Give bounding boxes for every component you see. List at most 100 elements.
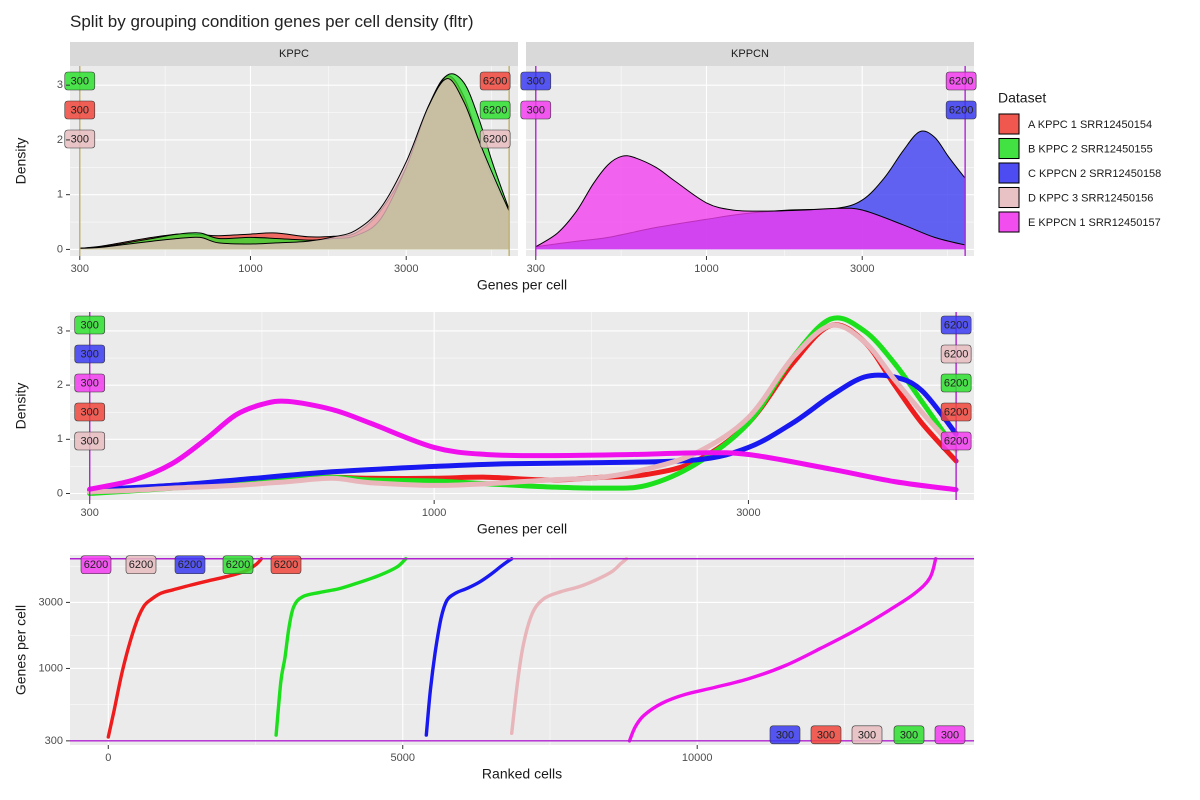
facet-kppcn-xtick-label-1000: 1000 bbox=[694, 263, 718, 275]
facet-kppc-badge-b-300-text: 300 bbox=[71, 75, 89, 87]
row2-badge-b-300-text: 300 bbox=[81, 319, 99, 331]
row2-x-axis-label: Genes per cell bbox=[477, 521, 567, 537]
row3-badge-e-6200-box bbox=[80, 555, 112, 575]
row3-ytick-label-1000: 1000 bbox=[39, 662, 63, 674]
facet-kppc-xtick-label-3000: 3000 bbox=[394, 263, 418, 275]
row3-badge-c-300-text: 300 bbox=[776, 729, 794, 741]
row3-badge-d-6200-box bbox=[125, 555, 157, 575]
row1-ytick-label-1: 1 bbox=[57, 189, 63, 201]
row3-xtick-label-10000: 10000 bbox=[682, 752, 713, 764]
row3-badge-e-300-box bbox=[934, 725, 966, 745]
facet-kppc-badge-a-6200-text: 6200 bbox=[483, 75, 507, 87]
row3-badge-e-300-text: 300 bbox=[941, 729, 959, 741]
row2-badge-a-6200-text: 6200 bbox=[944, 406, 968, 418]
facet-kppc-strip bbox=[70, 42, 518, 66]
row3-line-e bbox=[627, 557, 938, 743]
row3-badge-a-300-text: 300 bbox=[817, 729, 835, 741]
row2-ytick-label-3: 3 bbox=[57, 325, 63, 337]
facet-kppcn-badge-e-6200-box bbox=[945, 71, 977, 91]
facet-kppc-area-d bbox=[79, 78, 510, 250]
row3-badge-a-300-box bbox=[810, 725, 842, 745]
row2-badge-c-6200-text: 6200 bbox=[944, 319, 968, 331]
row2-line-e bbox=[87, 398, 959, 493]
facet-kppc-xtick-label-300: 300 bbox=[71, 263, 89, 275]
row2-y-axis-label: Density bbox=[13, 383, 29, 430]
row3-ytick-label-300: 300 bbox=[45, 735, 63, 747]
row2-ytick-label-0: 0 bbox=[57, 487, 63, 499]
row2-badge-e-300-box bbox=[74, 373, 106, 393]
facet-kppcn-badge-c-6200-text: 6200 bbox=[949, 104, 973, 116]
row3-xtick-label-5000: 5000 bbox=[391, 752, 415, 764]
legend-label-a: A KPPC 1 SRR12450154 bbox=[1028, 119, 1152, 131]
facet-kppc-badge-a-300-text: 300 bbox=[71, 104, 89, 116]
facet-kppc-badge-d-6200-box bbox=[479, 129, 511, 149]
row2-badge-b-300-box bbox=[74, 315, 106, 335]
facet-kppcn-badge-e-300-text: 300 bbox=[527, 104, 545, 116]
row2-ytick-label-2: 2 bbox=[57, 379, 63, 391]
row3-badge-c-300-box bbox=[769, 725, 801, 745]
row2-badge-e-300-text: 300 bbox=[81, 377, 99, 389]
facet-kppcn-strip bbox=[526, 42, 974, 66]
facet-kppcn-badge-e-6200-text: 6200 bbox=[949, 75, 973, 87]
row3-badge-d-6200-text: 6200 bbox=[129, 559, 153, 571]
row2-xtick-label-1000: 1000 bbox=[422, 507, 446, 519]
row3-y-axis-label: Genes per cell bbox=[13, 605, 29, 695]
row2-badge-b-6200-text: 6200 bbox=[944, 377, 968, 389]
legend-key-c bbox=[998, 162, 1020, 184]
facet-kppc-strip-label: KPPC bbox=[279, 48, 309, 60]
facet-kppcn-badge-c-300-text: 300 bbox=[527, 75, 545, 87]
row3-line-b bbox=[274, 557, 408, 737]
legend-key-a bbox=[998, 113, 1020, 135]
facet-kppcn-badge-c-6200-box bbox=[945, 100, 977, 120]
row2-badge-a-300-box bbox=[74, 402, 106, 422]
facet-kppc-badge-b-6200-text: 6200 bbox=[483, 104, 507, 116]
row3-badge-d-300-text: 300 bbox=[858, 729, 876, 741]
row2-badge-e-6200-box bbox=[940, 431, 972, 451]
facet-kppcn-strip-label: KPPCN bbox=[731, 48, 769, 60]
row2-line-c bbox=[87, 372, 959, 493]
facet-kppcn-outline-e bbox=[535, 155, 966, 248]
facet-kppc-badge-a-6200-box bbox=[479, 71, 511, 91]
row2-badge-d-6200-text: 6200 bbox=[944, 348, 968, 360]
facet-kppcn-badge-c-300-box bbox=[520, 71, 552, 91]
facet-kppc-outline-d bbox=[79, 78, 510, 249]
row3-badge-e-6200-text: 6200 bbox=[84, 559, 108, 571]
row2-badge-d-300-box bbox=[74, 431, 106, 451]
row1-ytick-label-3: 3 bbox=[57, 79, 63, 91]
row3-badge-c-6200-text: 6200 bbox=[178, 559, 202, 571]
row1-ytick-label-2: 2 bbox=[57, 134, 63, 146]
facet-kppc-badge-b-6200-box bbox=[479, 100, 511, 120]
row1-y-axis-label: Density bbox=[13, 138, 29, 185]
facet-kppc-badge-d-300-box bbox=[64, 129, 96, 149]
facet-kppcn-xtick-label-300: 300 bbox=[527, 263, 545, 275]
row2-ytick-label-1: 1 bbox=[57, 433, 63, 445]
row3-badge-b-6200-text: 6200 bbox=[226, 559, 250, 571]
facet-kppcn-badge-e-300-box bbox=[520, 100, 552, 120]
row2-xtick-label-300: 300 bbox=[81, 507, 99, 519]
legend: Dataset A KPPC 1 SRR12450154 B KPPC 2 SRR1… bbox=[998, 90, 1161, 233]
row1-x-axis-label: Genes per cell bbox=[477, 277, 567, 293]
facet-kppc-badge-d-300-text: 300 bbox=[71, 133, 89, 145]
row2-badge-e-6200-text: 6200 bbox=[944, 435, 968, 447]
row2-badge-a-6200-box bbox=[940, 402, 972, 422]
legend-title: Dataset bbox=[998, 90, 1046, 106]
row1-ytick-label-0: 0 bbox=[57, 243, 63, 255]
row3-badge-a-6200-box bbox=[270, 555, 302, 575]
legend-label-d: D KPPC 3 SRR12450156 bbox=[1028, 192, 1153, 204]
row3-badge-b-300-box bbox=[893, 725, 925, 745]
row2-badge-c-6200-box bbox=[940, 315, 972, 335]
legend-label-b: B KPPC 2 SRR12450155 bbox=[1028, 143, 1153, 155]
row2-badge-d-6200-box bbox=[940, 344, 972, 364]
row2-badge-a-300-text: 300 bbox=[81, 406, 99, 418]
row3-line-d bbox=[510, 557, 629, 735]
row3-ytick-label-3000: 3000 bbox=[39, 596, 63, 608]
figure-title: Split by grouping condition genes per ce… bbox=[70, 12, 474, 31]
row2-xtick-label-3000: 3000 bbox=[736, 507, 760, 519]
row3-badge-b-300-text: 300 bbox=[900, 729, 918, 741]
row3-badge-a-6200-text: 6200 bbox=[274, 559, 298, 571]
facet-kppc-badge-a-300-box bbox=[64, 100, 96, 120]
row2-line-d bbox=[87, 322, 959, 495]
row2-badge-b-6200-box bbox=[940, 373, 972, 393]
row2-badge-c-300-box bbox=[74, 344, 106, 364]
facet-kppcn-xtick-label-3000: 3000 bbox=[850, 263, 874, 275]
